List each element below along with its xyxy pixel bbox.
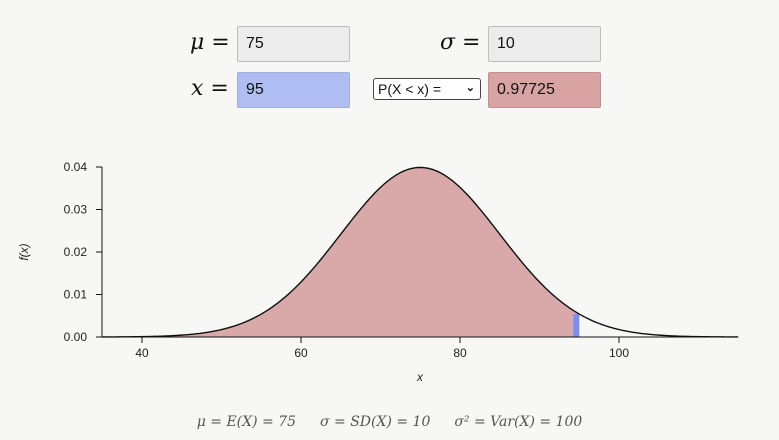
sigma-input[interactable] xyxy=(488,26,601,62)
mu-input[interactable] xyxy=(237,26,350,62)
density-curve xyxy=(102,166,739,338)
y-axis-title: f(x) xyxy=(17,243,31,260)
probability-result-field[interactable] xyxy=(488,72,601,108)
y-tick-label: 0.01 xyxy=(64,288,88,302)
y-tick-label: 0.03 xyxy=(64,203,88,217)
summary-variance: σ² = Var(X) = 100 xyxy=(454,414,583,430)
summary-sd: σ = SD(X) = 10 xyxy=(320,414,431,430)
summary-mean: μ = E(X) = 75 xyxy=(196,414,297,430)
y-tick-label: 0.02 xyxy=(64,245,88,259)
x-tick-label: 80 xyxy=(453,346,467,360)
probability-type-select[interactable]: P(X < x) = ⌄ xyxy=(373,78,481,100)
x-tick-label: 40 xyxy=(135,346,149,360)
chevron-down-icon: ⌄ xyxy=(465,82,475,94)
x-symbol: x = xyxy=(191,76,229,101)
x-tick-label: 100 xyxy=(609,346,629,360)
probability-type-label: P(X < x) = xyxy=(378,81,442,97)
mu-symbol: μ = xyxy=(190,30,230,55)
distribution-summary: μ = E(X) = 75 σ = SD(X) = 10 σ² = Var(X) =… xyxy=(0,414,779,430)
y-axis-ticks: 0.00 0.01 0.02 0.03 0.04 xyxy=(64,160,102,344)
x-axis-ticks: 40 60 80 100 xyxy=(135,337,629,360)
x-axis-title: x xyxy=(416,370,424,384)
shaded-probability-area xyxy=(102,167,580,337)
x-input[interactable] xyxy=(237,72,350,108)
sigma-symbol: σ = xyxy=(440,30,481,55)
y-tick-label: 0.00 xyxy=(64,330,88,344)
density-chart: 0.00 0.01 0.02 0.03 0.04 40 60 80 100 x f(x) xyxy=(17,160,739,384)
x-tick-label: 60 xyxy=(294,346,308,360)
y-tick-label: 0.04 xyxy=(64,160,88,174)
x-cutoff-marker xyxy=(573,314,580,337)
